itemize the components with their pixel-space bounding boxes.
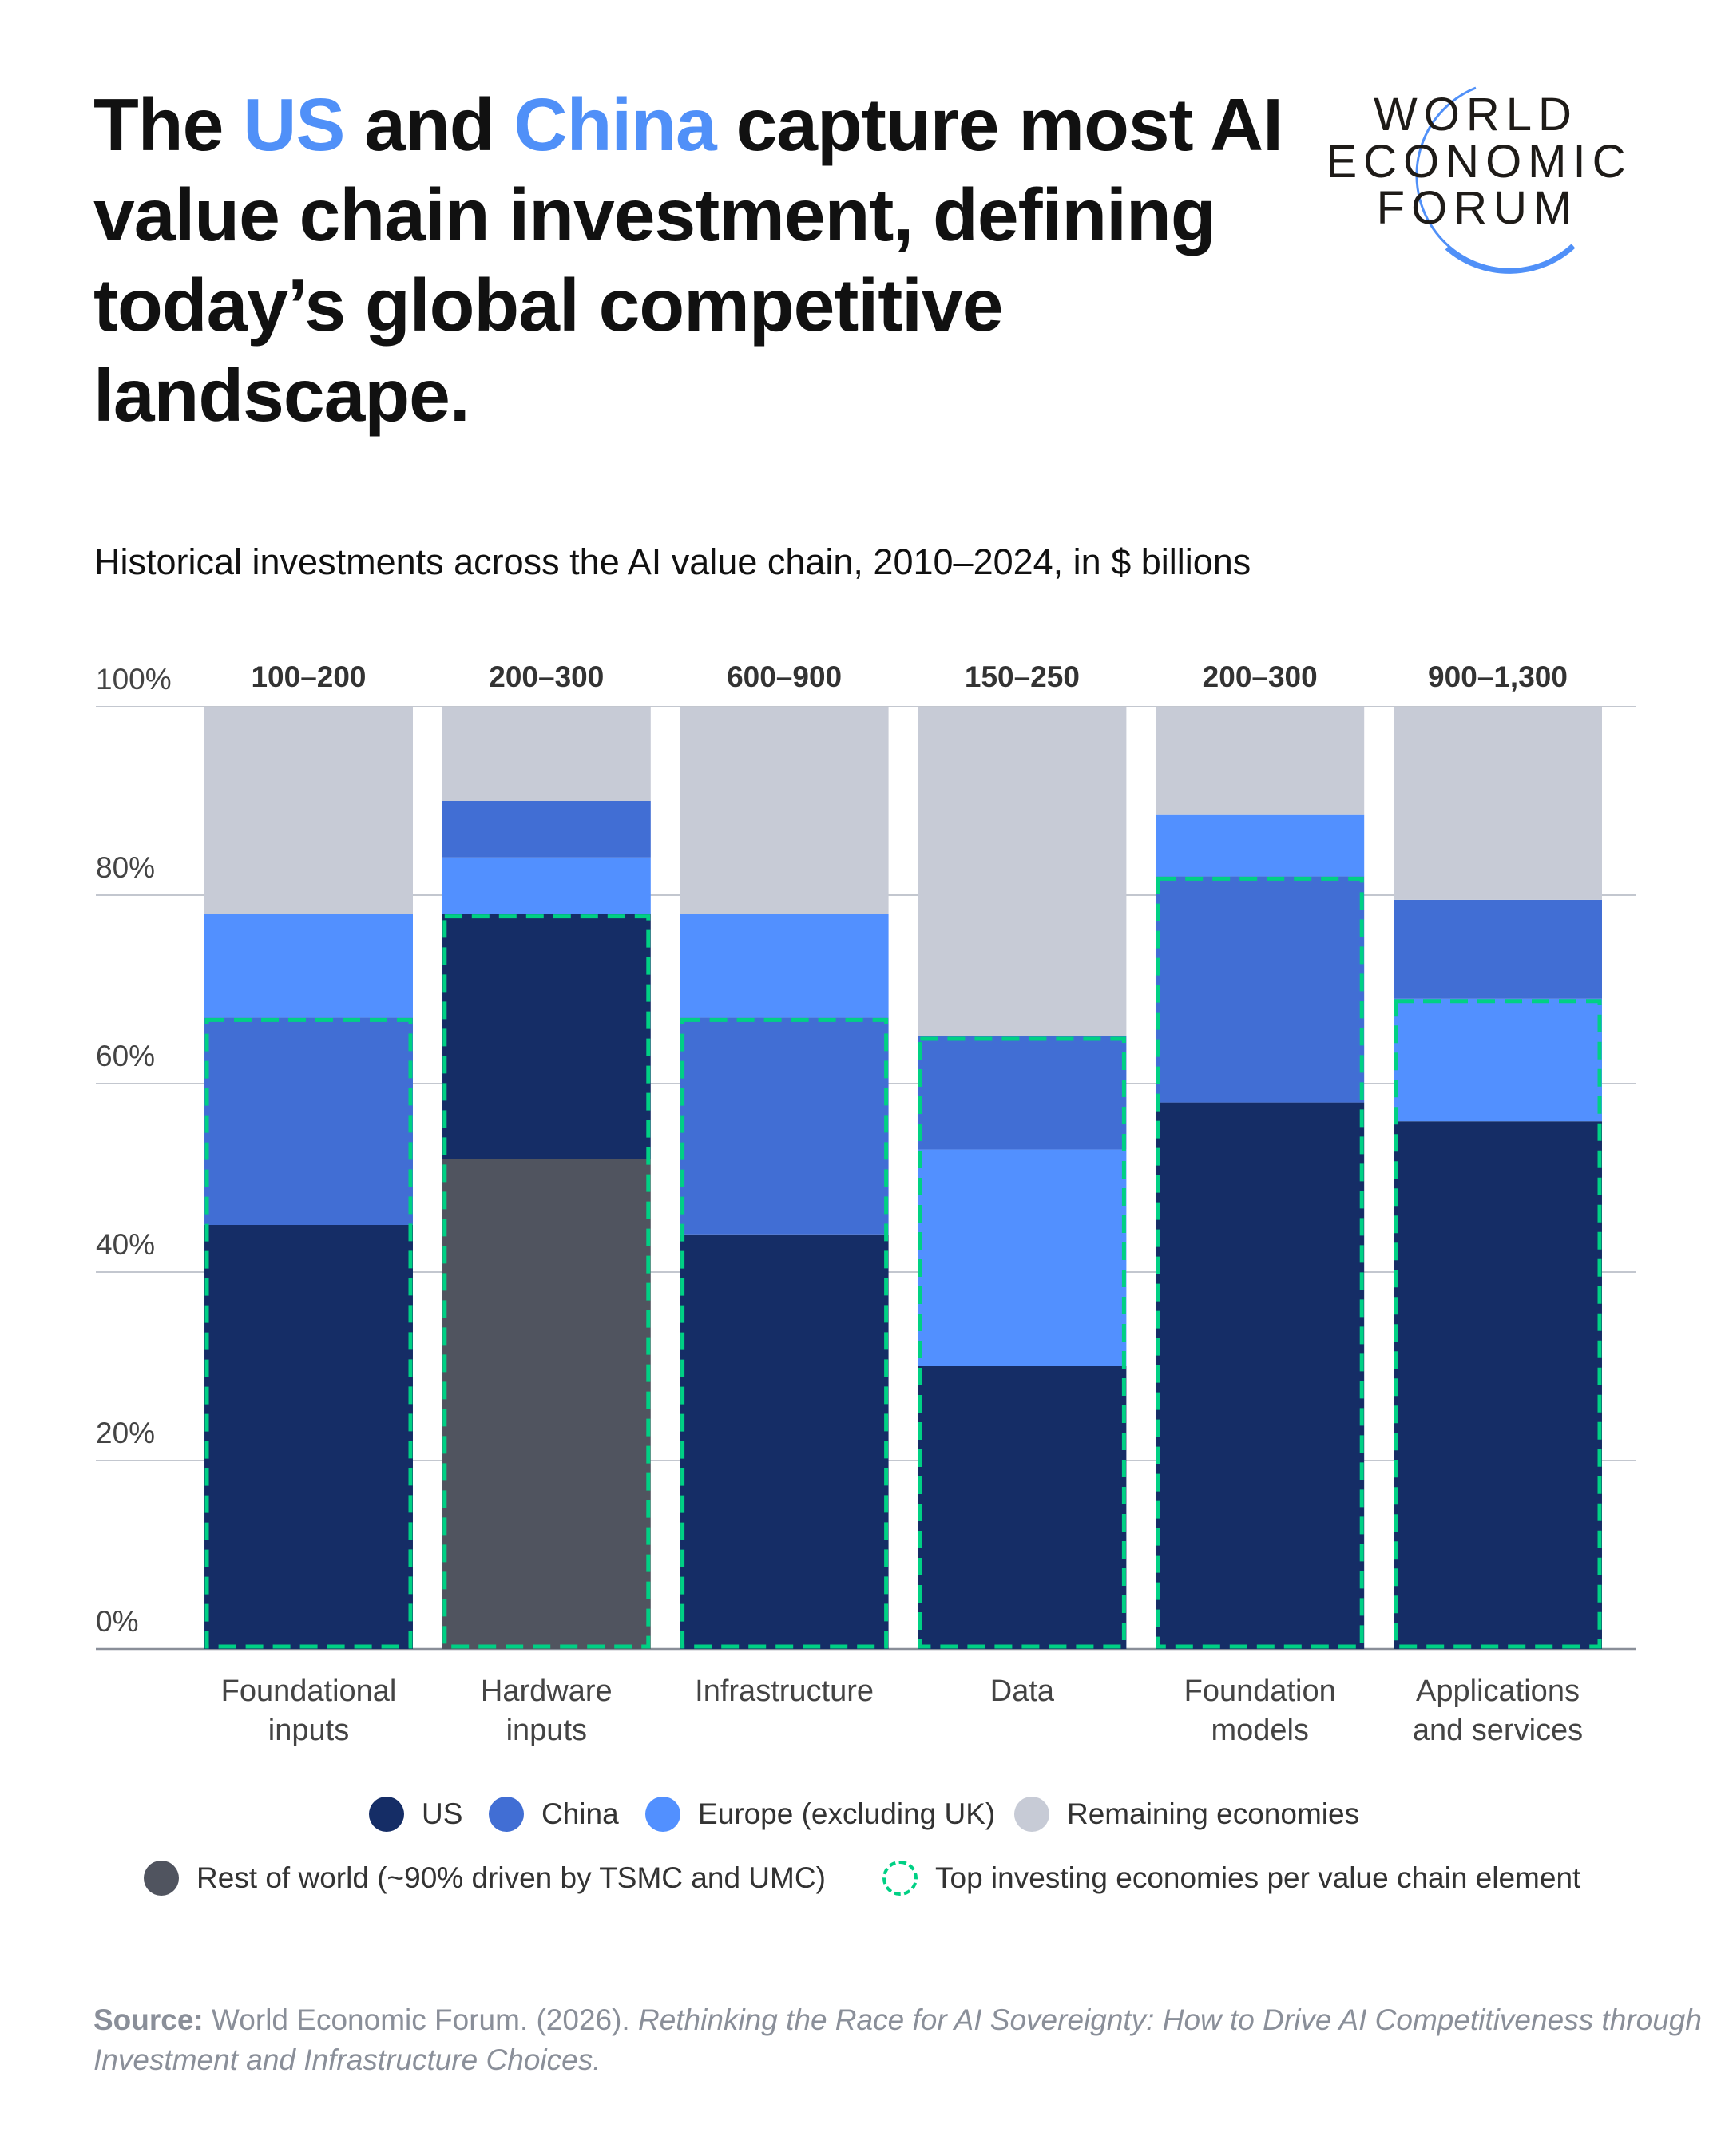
bar-segment-europe — [442, 857, 651, 914]
legend-swatch-top-investing — [882, 1861, 918, 1896]
legend-item-remaining: Remaining economies — [1014, 1797, 1359, 1832]
top-investing-outline — [918, 1036, 1126, 1649]
bar-total-label: 200–300 — [489, 660, 604, 693]
x-category-label: Data — [990, 1674, 1055, 1708]
bar-segment-china — [680, 1017, 889, 1235]
source-title: Rethinking the Race for AI Sovereignty: … — [93, 2003, 1702, 2076]
legend-item-china: China — [489, 1797, 619, 1832]
bar-segment-china — [204, 1017, 413, 1225]
svg-text:WORLD: WORLD — [1374, 89, 1578, 141]
top-investing-outline — [1394, 999, 1602, 1649]
x-category-label: Foundation — [1184, 1674, 1336, 1708]
x-category-label: models — [1211, 1714, 1309, 1747]
x-category-label: Hardware — [481, 1674, 613, 1708]
bar-segment-remaining — [1394, 707, 1602, 900]
source-note: Source: World Economic Forum. (2026). Re… — [93, 2000, 1725, 2080]
bar-segment-us — [1394, 1121, 1602, 1649]
legend-label: Remaining economies — [1067, 1797, 1360, 1830]
bar-segment-china — [442, 801, 651, 858]
legend-item-top-investing: Top investing economies per value chain … — [882, 1861, 1580, 1896]
page-title: The US and China capture most AI value c… — [93, 80, 1291, 441]
legend-label: China — [541, 1797, 619, 1830]
legend-item-us: US — [369, 1797, 462, 1832]
bar-total-label: 900–1,300 — [1428, 660, 1568, 693]
source-label: Source: — [93, 2003, 204, 2036]
y-tick-label: 20% — [96, 1417, 155, 1449]
legend-label: Europe (excluding UK) — [698, 1797, 996, 1830]
legend-label: Top investing economies per value chain … — [935, 1861, 1581, 1894]
legend-swatch-china — [489, 1797, 524, 1832]
y-tick-label: 40% — [96, 1228, 155, 1261]
top-investing-outline — [442, 914, 651, 1649]
bar-segment-europe — [204, 914, 413, 1018]
legend-swatch-us — [369, 1797, 404, 1832]
top-investing-outline — [204, 1017, 413, 1649]
bar-segment-us — [442, 914, 651, 1159]
bar-segment-remaining — [204, 707, 413, 914]
bar-segment-restofworld — [442, 1159, 651, 1649]
bar-total-label: 100–200 — [251, 660, 366, 693]
bar-segment-china — [1394, 899, 1602, 999]
y-tick-label: 60% — [96, 1040, 155, 1072]
legend-swatch-rest-of-world — [144, 1861, 179, 1896]
legend-item-rest-of-world: Rest of world (~90% driven by TSMC and U… — [144, 1861, 826, 1896]
legend-item-europe: Europe (excluding UK) — [645, 1797, 995, 1832]
bar-segment-remaining — [1156, 707, 1365, 815]
bar-segment-china — [1156, 876, 1365, 1103]
legend-swatch-remaining — [1014, 1797, 1049, 1832]
x-category-label: Infrastructure — [695, 1674, 874, 1708]
bar-segment-europe — [918, 1149, 1127, 1366]
chart-subtitle: Historical investments across the AI val… — [94, 541, 1251, 582]
bar-segment-us — [680, 1234, 889, 1649]
y-tick-label: 80% — [96, 851, 155, 884]
legend-label: Rest of world (~90% driven by TSMC and U… — [196, 1861, 826, 1894]
title-china: China — [514, 83, 716, 166]
top-investing-outline — [1156, 876, 1364, 1649]
title-text: and — [344, 83, 514, 166]
x-category-label: Foundational — [221, 1674, 397, 1708]
bar-total-label: 200–300 — [1203, 660, 1318, 693]
bar-segment-remaining — [918, 707, 1127, 1036]
bar-segment-remaining — [442, 707, 651, 801]
bar-segment-us — [204, 1225, 413, 1649]
x-category-label: Applications — [1416, 1674, 1580, 1708]
bar-segment-europe — [1156, 814, 1365, 877]
stacked-bar-chart: 0% 20% 40% 60% 80% 100% 100–200 Foundational inp… — [96, 660, 1636, 1747]
x-category-label: and services — [1413, 1714, 1583, 1747]
top-investing-outline — [680, 1017, 889, 1649]
title-text: The — [93, 83, 244, 166]
wef-logo: WORLD ECONOMIC FORUM — [1326, 86, 1632, 274]
legend-label: US — [422, 1797, 463, 1830]
title-us: US — [243, 83, 345, 166]
x-category-label: inputs — [268, 1714, 349, 1747]
bar-total-label: 600–900 — [727, 660, 842, 693]
x-category-label: inputs — [506, 1714, 587, 1747]
bar-segment-us — [1156, 1102, 1365, 1649]
bar-total-label: 150–250 — [965, 660, 1080, 693]
legend-swatch-europe — [645, 1797, 680, 1832]
bar-segment-europe — [1394, 998, 1602, 1122]
svg-text:FORUM: FORUM — [1377, 182, 1579, 234]
svg-text:ECONOMIC: ECONOMIC — [1326, 136, 1632, 188]
y-tick-label: 0% — [96, 1605, 138, 1638]
source-text: World Economic Forum. (2026). — [203, 2003, 638, 2036]
bar-segment-europe — [680, 914, 889, 1018]
title-text: capture most AI value chain investment, … — [93, 83, 1283, 437]
bar-segment-remaining — [680, 707, 889, 914]
y-tick-label: 100% — [96, 663, 172, 696]
bar-segment-us — [918, 1366, 1127, 1649]
bar-segment-china — [918, 1036, 1127, 1150]
